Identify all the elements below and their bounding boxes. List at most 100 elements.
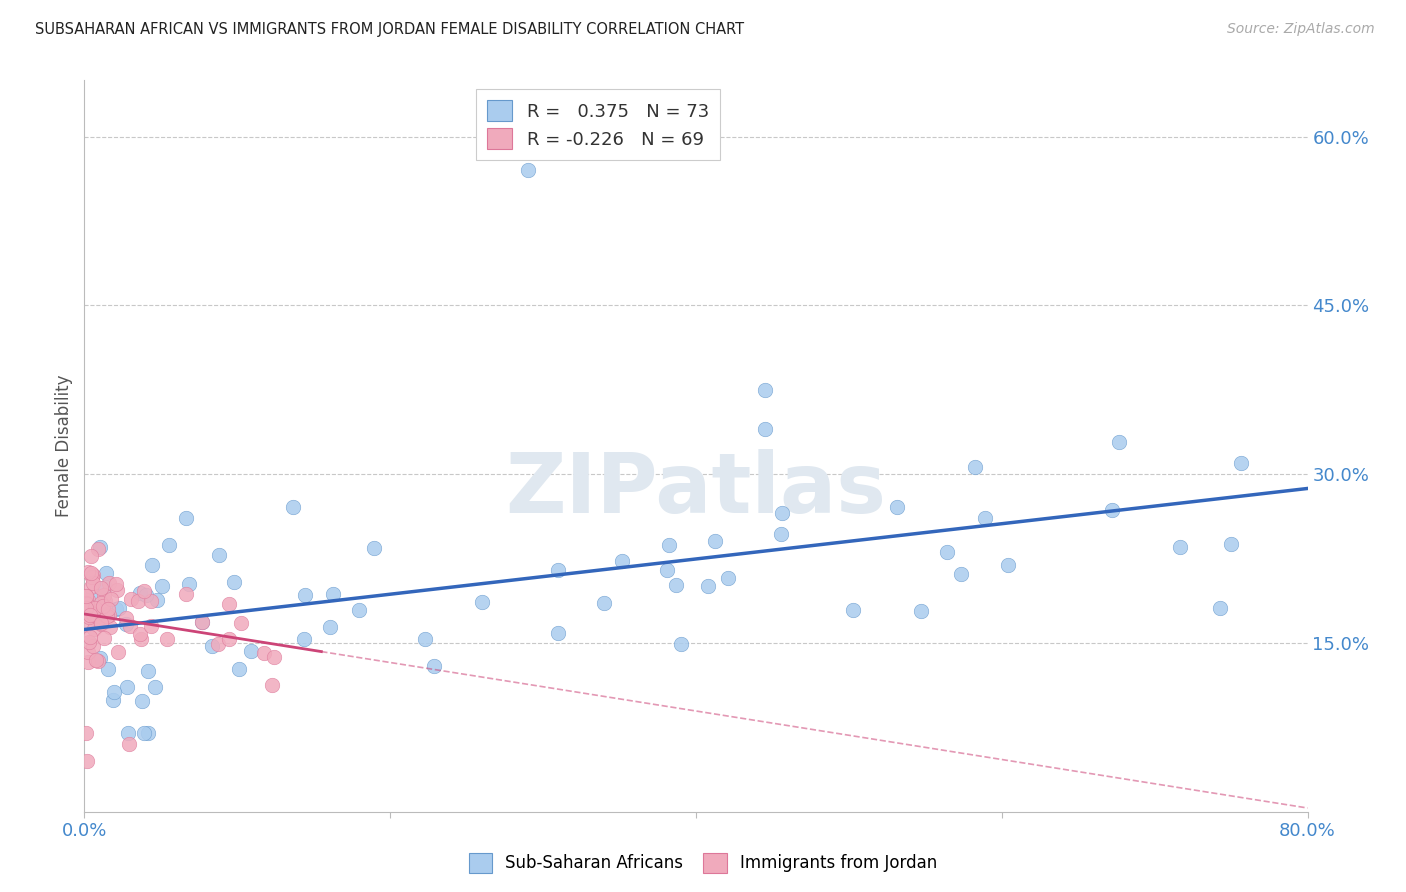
Point: [697, 579, 720, 593]
Point: [1108, 435, 1130, 450]
Point: [132, 726, 155, 740]
Point: [772, 506, 794, 520]
Point: [612, 554, 634, 568]
Text: SUBSAHARAN AFRICAN VS IMMIGRANTS FROM JORDAN FEMALE DISABILITY CORRELATION CHART: SUBSAHARAN AFRICAN VS IMMIGRANTS FROM JO…: [35, 22, 744, 37]
Point: [135, 588, 157, 602]
Point: [77, 635, 100, 649]
Point: [90, 581, 112, 595]
Point: [150, 579, 173, 593]
Point: [128, 627, 150, 641]
Point: [294, 588, 316, 602]
Point: [593, 596, 616, 610]
Point: [82, 568, 104, 582]
Point: [910, 604, 932, 618]
Point: [471, 595, 494, 609]
Legend: Sub-Saharan Africans, Immigrants from Jordan: Sub-Saharan Africans, Immigrants from Jo…: [463, 847, 943, 880]
Point: [218, 632, 240, 646]
Point: [83, 600, 105, 615]
Point: [174, 510, 197, 524]
Point: [886, 500, 908, 514]
Point: [132, 584, 155, 599]
Point: [94, 594, 117, 608]
Point: [1209, 601, 1232, 615]
Point: [82, 640, 104, 654]
Point: [96, 608, 118, 623]
Point: [94, 580, 117, 594]
Point: [76, 593, 98, 607]
Point: [101, 693, 124, 707]
Point: [98, 620, 121, 634]
Point: [84, 604, 107, 618]
Point: [128, 586, 150, 600]
Point: [139, 594, 162, 608]
Point: [322, 587, 344, 601]
Point: [79, 549, 101, 564]
Point: [90, 596, 112, 610]
Point: [108, 600, 131, 615]
Point: [120, 591, 142, 606]
Point: [208, 549, 231, 563]
Point: [93, 588, 115, 602]
Point: [191, 615, 214, 629]
Y-axis label: Female Disability: Female Disability: [55, 375, 73, 517]
Point: [77, 610, 100, 624]
Point: [547, 563, 569, 577]
Point: [655, 563, 678, 577]
Point: [97, 662, 120, 676]
Point: [84, 653, 107, 667]
Point: [83, 622, 105, 636]
Point: [82, 570, 104, 584]
Point: [114, 611, 136, 625]
Point: [77, 645, 100, 659]
Point: [1219, 537, 1241, 551]
Point: [754, 383, 776, 397]
Point: [82, 607, 104, 622]
Point: [363, 541, 385, 556]
Point: [240, 643, 263, 657]
Point: [80, 566, 103, 580]
Point: [75, 600, 97, 615]
Point: [423, 658, 446, 673]
Point: [136, 665, 159, 679]
Point: [349, 602, 371, 616]
Point: [75, 589, 97, 603]
Point: [263, 650, 285, 665]
Point: [79, 630, 101, 644]
Point: [89, 650, 111, 665]
Point: [82, 575, 104, 590]
Point: [76, 597, 98, 611]
Point: [413, 632, 436, 646]
Point: [139, 619, 162, 633]
Point: [176, 587, 198, 601]
Point: [127, 593, 149, 607]
Point: [75, 618, 97, 632]
Point: [75, 726, 97, 740]
Point: [75, 589, 97, 603]
Point: [80, 581, 103, 595]
Point: [87, 654, 110, 668]
Text: Source: ZipAtlas.com: Source: ZipAtlas.com: [1227, 22, 1375, 37]
Point: [950, 567, 973, 582]
Point: [141, 558, 163, 572]
Point: [89, 541, 111, 555]
Point: [120, 618, 142, 632]
Point: [177, 577, 200, 591]
Point: [516, 163, 538, 178]
Point: [87, 541, 110, 556]
Point: [104, 577, 127, 591]
Point: [1168, 540, 1191, 554]
Point: [79, 607, 101, 622]
Point: [281, 500, 304, 515]
Point: [89, 612, 111, 626]
Point: [96, 566, 118, 581]
Point: [86, 608, 108, 623]
Point: [90, 615, 112, 630]
Legend: R =   0.375   N = 73, R = -0.226   N = 69: R = 0.375 N = 73, R = -0.226 N = 69: [477, 89, 720, 160]
Point: [157, 539, 180, 553]
Point: [107, 644, 129, 658]
Point: [104, 602, 127, 616]
Point: [98, 608, 121, 623]
Point: [769, 527, 792, 541]
Point: [292, 632, 315, 646]
Point: [146, 592, 169, 607]
